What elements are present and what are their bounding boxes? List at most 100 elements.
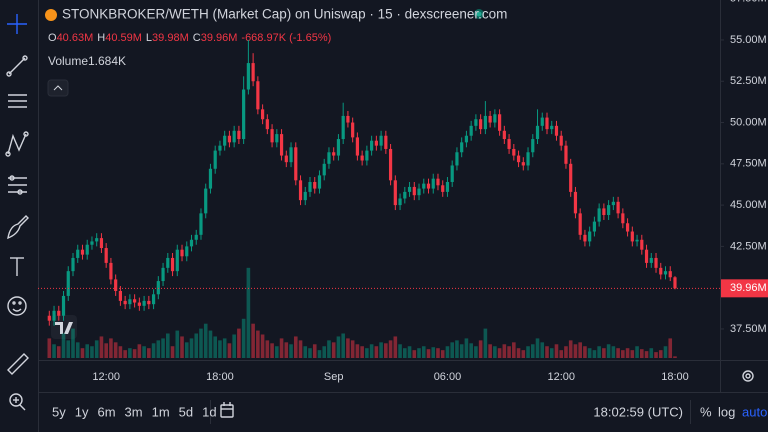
y-tick-label: 55.00M <box>730 34 767 46</box>
candle-body <box>445 181 450 192</box>
ruler-tool[interactable] <box>7 353 29 375</box>
volume-bar <box>147 348 151 358</box>
brush-tool[interactable] <box>7 215 29 240</box>
pattern-tool[interactable] <box>5 131 29 157</box>
candle-body <box>663 271 668 275</box>
volume-bar <box>331 342 336 358</box>
volume-bar <box>649 348 654 358</box>
candle-body <box>256 81 260 110</box>
candle-body <box>47 315 51 321</box>
scale-option[interactable]: auto <box>742 404 767 419</box>
candle-body <box>540 117 544 126</box>
candle-body <box>336 139 341 156</box>
volume-bar <box>151 343 156 358</box>
prediction-tool[interactable] <box>8 175 27 195</box>
candle-body <box>104 248 108 263</box>
timeframe-button[interactable]: 5y <box>52 404 66 419</box>
candle-body <box>180 249 184 257</box>
volume-bar <box>630 350 635 358</box>
timeframe-button[interactable]: 3m <box>125 404 143 419</box>
ohlc-key: L <box>146 32 152 44</box>
volume-bar <box>379 342 383 358</box>
candle-body <box>531 139 535 153</box>
volume-bar <box>208 330 213 358</box>
volume-bar <box>246 267 251 358</box>
volume-bar <box>142 346 146 358</box>
volume-bar <box>474 346 478 358</box>
scale-option[interactable]: log <box>718 404 735 419</box>
volume-bar <box>327 340 331 358</box>
ohlc-value: 40.63M <box>57 32 94 44</box>
candle-body <box>436 178 440 186</box>
candle-body <box>507 139 511 149</box>
candle-body <box>204 188 208 214</box>
scale-option[interactable]: % <box>700 404 712 419</box>
timeframe-button[interactable]: 6m <box>97 404 115 419</box>
volume-bar <box>222 338 227 358</box>
candle-body <box>412 186 416 196</box>
timeframe-button[interactable]: 1d <box>202 404 216 419</box>
emoji-tool[interactable] <box>7 296 27 316</box>
candle-body <box>498 114 502 131</box>
settings-icon[interactable] <box>742 370 754 382</box>
volume-bar <box>175 330 180 358</box>
volume-bar <box>365 348 369 358</box>
volume-bar <box>625 348 630 358</box>
volume-bar <box>488 344 492 358</box>
volume-bar <box>47 338 52 358</box>
collapse-button[interactable] <box>47 79 69 97</box>
volume-bar <box>275 346 279 358</box>
volume-bar <box>346 338 350 358</box>
candle-body <box>403 191 407 199</box>
volume-bar <box>90 346 94 358</box>
volume-bar <box>232 334 236 358</box>
candle-body <box>85 244 89 255</box>
candle-body <box>407 186 412 192</box>
candle-body <box>602 208 606 216</box>
volume-bar <box>530 344 535 358</box>
timeframe-button[interactable]: 1m <box>152 404 170 419</box>
volume-bar <box>526 346 530 358</box>
volume-bar <box>180 336 184 358</box>
trend-line-tool[interactable] <box>6 55 28 77</box>
timeframe-button[interactable]: 1y <box>75 404 89 419</box>
volume-bar <box>289 344 293 358</box>
candle-body <box>659 267 663 275</box>
candle-body <box>303 191 307 201</box>
candle-body <box>313 181 317 189</box>
date-range-icon[interactable] <box>220 402 234 418</box>
y-tick-label: 57.50M <box>730 0 767 5</box>
candle-body <box>57 310 61 316</box>
candle-body <box>431 178 435 189</box>
live-indicator-core <box>476 11 482 17</box>
text-tool[interactable] <box>10 257 24 276</box>
candle-body <box>592 221 596 232</box>
volume-bar <box>170 346 175 358</box>
volume-bar <box>483 328 488 358</box>
volume-bar <box>213 336 217 358</box>
volume-bar <box>393 336 398 358</box>
fib-tool[interactable] <box>8 94 27 108</box>
candle-body <box>588 231 592 242</box>
volume-bar <box>156 340 161 358</box>
candle-body <box>374 140 378 146</box>
volume-bar <box>336 336 341 358</box>
zoom-tool[interactable] <box>9 393 26 411</box>
candle-body <box>99 238 104 249</box>
candle-body <box>218 145 222 151</box>
crosshair-tool[interactable] <box>7 14 27 34</box>
volume-bar <box>75 342 80 358</box>
candle-body <box>450 165 454 182</box>
x-tick-label: 06:00 <box>434 371 462 383</box>
candle-body <box>71 257 75 272</box>
timeframe-button[interactable]: 5d <box>179 404 193 419</box>
candle-body <box>460 142 464 153</box>
volume-bar <box>374 346 379 358</box>
candle-body <box>488 115 492 123</box>
volume-bar <box>137 344 142 358</box>
volume-bar <box>417 348 421 358</box>
candle-body <box>379 135 383 146</box>
candle-body <box>554 125 559 136</box>
candle-body <box>223 135 227 146</box>
